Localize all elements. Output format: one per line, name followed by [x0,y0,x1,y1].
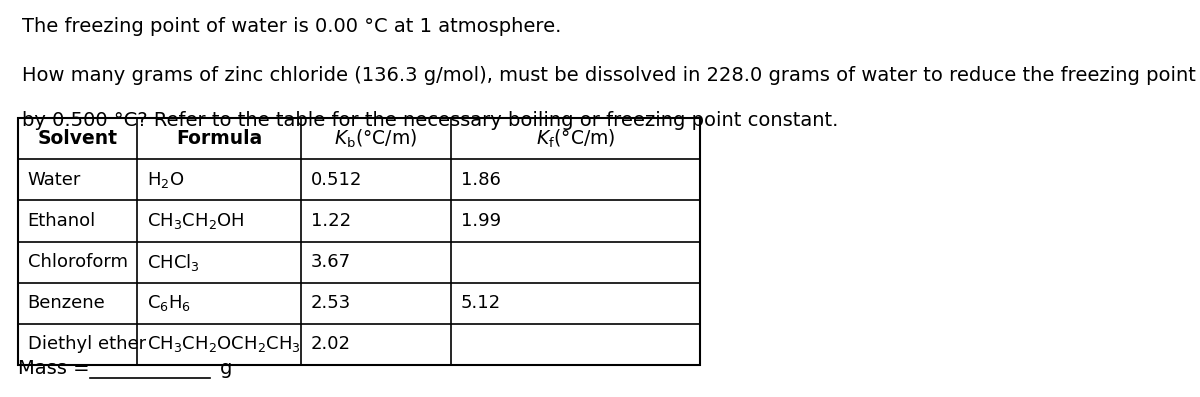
Text: Ethanol: Ethanol [28,212,96,230]
Text: The freezing point of water is 0.00 °C at 1 atmosphere.: The freezing point of water is 0.00 °C a… [22,17,560,36]
Text: $\mathrm{CH_3CH_2OH}$: $\mathrm{CH_3CH_2OH}$ [146,211,245,231]
Text: 0.512: 0.512 [311,171,362,189]
Text: $\mathrm{C_6H_6}$: $\mathrm{C_6H_6}$ [146,293,191,313]
Text: 3.67: 3.67 [311,253,350,271]
Text: $K_\mathrm{b}(°\mathrm{C/m})$: $K_\mathrm{b}(°\mathrm{C/m})$ [335,127,418,150]
Text: Water: Water [28,171,80,189]
Text: by 0.500 °C? Refer to the table for the necessary boiling or freezing point cons: by 0.500 °C? Refer to the table for the … [22,111,838,130]
Text: 1.86: 1.86 [461,171,500,189]
Text: Mass =: Mass = [18,359,90,378]
Text: 5.12: 5.12 [461,294,500,312]
Text: $\mathrm{H_2O}$: $\mathrm{H_2O}$ [146,170,185,190]
Text: g: g [220,359,232,378]
Text: Diethyl ether: Diethyl ether [28,335,145,353]
Text: 1.99: 1.99 [461,212,500,230]
Text: Chloroform: Chloroform [28,253,127,271]
Text: $K_\mathrm{f}(°\mathrm{C/m})$: $K_\mathrm{f}(°\mathrm{C/m})$ [535,127,616,150]
Text: Benzene: Benzene [28,294,106,312]
Text: $\mathrm{CHCl_3}$: $\mathrm{CHCl_3}$ [146,252,199,273]
Text: 1.22: 1.22 [311,212,350,230]
Text: How many grams of zinc chloride (136.3 g/mol), must be dissolved in 228.0 grams : How many grams of zinc chloride (136.3 g… [22,66,1195,85]
Text: Solvent: Solvent [37,129,118,148]
Text: Formula: Formula [176,129,263,148]
Text: $\mathrm{CH_3CH_2OCH_2CH_3}$: $\mathrm{CH_3CH_2OCH_2CH_3}$ [146,334,301,355]
Text: 2.53: 2.53 [311,294,350,312]
Text: 2.02: 2.02 [311,335,350,353]
